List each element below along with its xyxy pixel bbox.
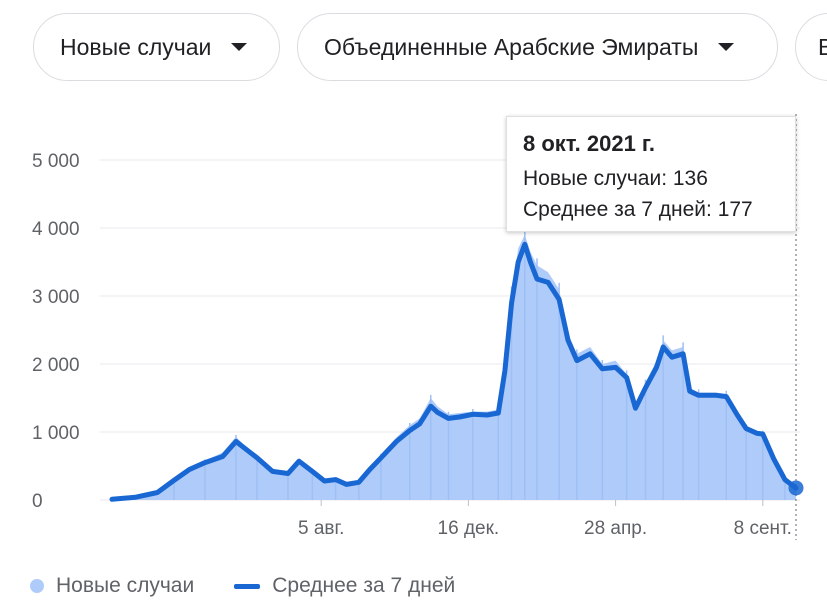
x-tick-label: 16 дек. bbox=[438, 518, 500, 539]
legend-line-icon bbox=[234, 583, 261, 589]
y-tick-label: 3 000 bbox=[32, 287, 80, 308]
daily-cases-area bbox=[112, 226, 796, 501]
caret-down-icon bbox=[718, 43, 735, 51]
next-dropdown-label: В bbox=[818, 34, 827, 61]
y-tick-label: 0 bbox=[32, 491, 43, 512]
y-tick-label: 4 000 bbox=[32, 219, 80, 240]
legend-average-label: Среднее за 7 дней bbox=[272, 574, 456, 597]
x-tick-label: 28 апр. bbox=[584, 518, 647, 539]
seven-day-average-path bbox=[109, 241, 799, 502]
x-tick-label: 5 авг. bbox=[298, 518, 344, 539]
tooltip-seven-day-average: Среднее за 7 дней: 177 bbox=[523, 198, 753, 221]
region-dropdown[interactable]: Объединенные Арабские Эмираты bbox=[297, 13, 778, 81]
metric-dropdown-label: Новые случаи bbox=[60, 33, 212, 60]
chart-tooltip: 8 окт. 2021 г. Новые случаи: 136 Среднее… bbox=[506, 116, 796, 232]
caret-down-icon bbox=[231, 43, 248, 51]
y-axis-ticks: 0 1 000 2 000 3 000 4 000 5 000 bbox=[32, 151, 80, 512]
daily-cases-area-path bbox=[112, 234, 796, 501]
y-tick-label: 2 000 bbox=[32, 355, 80, 376]
hover-indicator bbox=[788, 114, 804, 540]
seven-day-average-line bbox=[109, 241, 799, 502]
x-tick-label: 8 сент. bbox=[734, 518, 792, 539]
tooltip-new-cases: Новые случаи: 136 bbox=[523, 167, 708, 190]
x-axis-ticks: 5 авг. 16 дек. 28 апр. 8 сент. bbox=[298, 500, 792, 539]
tooltip-date: 8 окт. 2021 г. bbox=[523, 131, 655, 156]
y-tick-label: 5 000 bbox=[32, 151, 80, 172]
y-tick-label: 1 000 bbox=[32, 423, 80, 444]
chart-legend: Новые случаи Среднее за 7 дней bbox=[30, 570, 495, 602]
legend-daily-label: Новые случаи bbox=[56, 574, 195, 597]
legend-dot-icon bbox=[30, 579, 44, 593]
cases-chart[interactable]: 0 1 000 2 000 3 000 4 000 5 000 5 авг. 16 дек.… bbox=[0, 0, 827, 560]
legend-entry-average[interactable]: Среднее за 7 дней bbox=[234, 574, 455, 598]
highlight-point bbox=[788, 480, 804, 496]
legend-entry-daily[interactable]: Новые случаи bbox=[30, 574, 194, 598]
metric-dropdown[interactable]: Новые случаи bbox=[33, 13, 280, 81]
region-dropdown-label: Объединенные Арабские Эмираты bbox=[324, 33, 699, 60]
